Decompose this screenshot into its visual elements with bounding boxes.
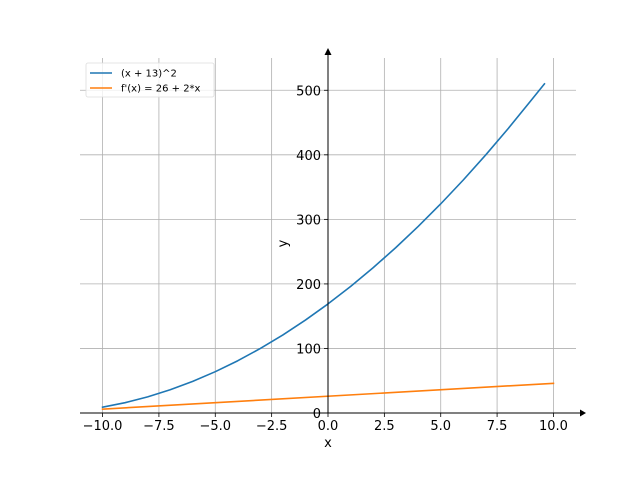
x-tick-label: −5.0 (199, 419, 231, 434)
x-tick-label: −2.5 (256, 419, 288, 434)
y-tick-label: 300 (296, 213, 321, 228)
y-tick-label: 400 (296, 149, 321, 164)
x-axis-arrow (580, 409, 586, 417)
x-tick-label: 2.5 (374, 419, 395, 434)
x-tick-label: 10.0 (539, 419, 568, 434)
x-tick-label: −10.0 (83, 419, 123, 434)
y-tick-label: 200 (296, 278, 321, 293)
y-axis-arrow (324, 48, 332, 55)
y-tick-label: 100 (296, 342, 321, 357)
x-tick-labels: −10.0 −7.5 −5.0 −2.5 0.0 2.5 5.0 7.5 10.0 (83, 419, 568, 434)
legend-box (85, 62, 215, 98)
y-tick-label: 0 (313, 407, 321, 422)
axes (80, 48, 586, 417)
x-tick-label: 5.0 (430, 419, 451, 434)
y-tick-label: 500 (296, 84, 321, 99)
legend: (x + 13)^2 f'(x) = 26 + 2*x (85, 62, 215, 98)
y-axis-title: y (276, 239, 291, 247)
x-axis-title: x (324, 436, 332, 451)
legend-label: (x + 13)^2 (121, 69, 177, 80)
series-line-0 (101, 82, 546, 409)
x-tick-label: 0.0 (318, 419, 339, 434)
x-tick-label: 7.5 (487, 419, 508, 434)
y-tick-labels: 0 100 200 300 400 500 (296, 84, 321, 422)
x-tick-label: −7.5 (143, 419, 175, 434)
legend-label: f'(x) = 26 + 2*x (121, 84, 201, 95)
